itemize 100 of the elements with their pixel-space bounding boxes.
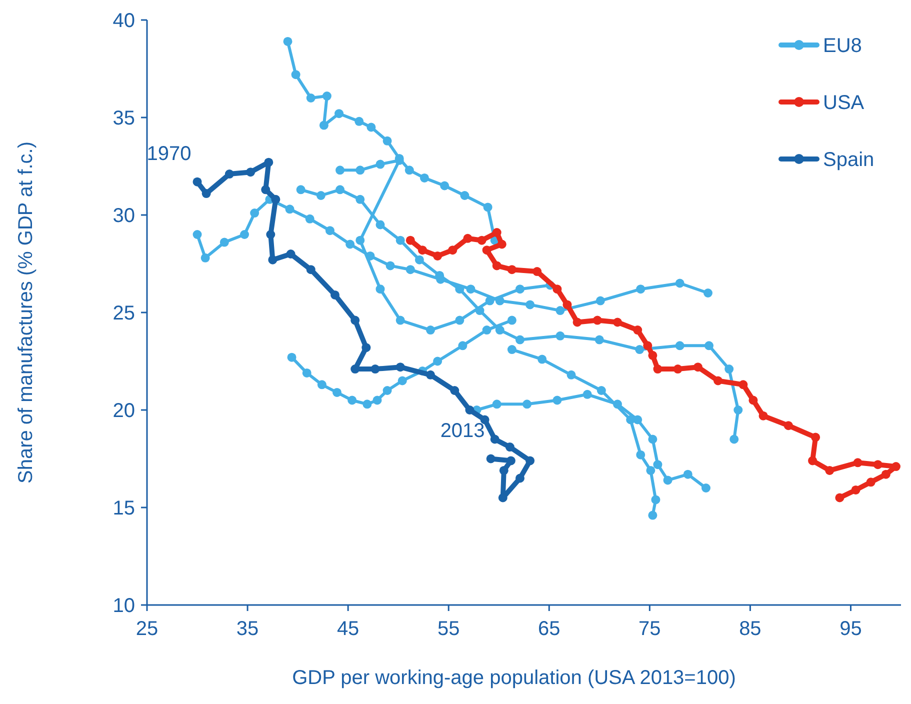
point <box>192 177 202 186</box>
point <box>261 185 270 194</box>
point <box>552 396 562 405</box>
y-tick-label: 40 <box>112 10 135 32</box>
point <box>240 230 250 239</box>
point <box>450 386 460 395</box>
point <box>396 316 405 325</box>
x-tick-label: 75 <box>638 618 661 640</box>
point <box>426 326 436 335</box>
x-tick-label: 35 <box>236 618 259 640</box>
point <box>306 94 316 102</box>
point <box>636 450 646 460</box>
point <box>406 265 415 274</box>
point <box>264 158 274 167</box>
point <box>463 234 472 243</box>
point <box>675 341 684 350</box>
point <box>330 290 340 300</box>
point <box>460 191 470 200</box>
point <box>220 238 229 247</box>
y-tick-label: 10 <box>112 595 135 617</box>
point <box>748 396 758 405</box>
point <box>319 120 328 130</box>
point <box>612 318 622 327</box>
point <box>683 470 692 479</box>
point <box>406 236 415 245</box>
point <box>356 166 365 175</box>
point <box>287 352 296 362</box>
point <box>480 415 490 424</box>
x-tick-label: 65 <box>538 618 560 640</box>
point <box>482 326 492 335</box>
point <box>332 388 342 397</box>
point <box>566 370 576 380</box>
point <box>635 345 644 354</box>
point <box>296 185 306 194</box>
point <box>485 296 494 306</box>
point <box>192 230 202 239</box>
point <box>497 240 506 249</box>
point <box>784 421 793 430</box>
point <box>286 250 296 258</box>
point <box>316 191 326 200</box>
point <box>354 116 364 126</box>
x-tick-label: 45 <box>336 618 360 640</box>
legend-label: USA <box>823 92 865 114</box>
y-tick-label: 20 <box>112 400 135 422</box>
annotation: 1970 <box>146 142 192 165</box>
point <box>758 411 768 420</box>
point <box>853 458 862 468</box>
point <box>738 380 748 390</box>
point <box>398 376 407 386</box>
point <box>808 456 818 466</box>
point <box>646 466 656 475</box>
point <box>526 300 535 310</box>
point <box>420 173 429 182</box>
y-axis-title: Share of manufactures (% GDP at f.c.) <box>15 142 37 484</box>
point <box>356 194 365 204</box>
point <box>522 400 532 409</box>
point <box>556 331 565 340</box>
point <box>465 406 474 414</box>
point <box>350 364 360 374</box>
point <box>507 316 516 325</box>
y-tick-label: 25 <box>112 302 135 324</box>
point <box>376 220 385 230</box>
point <box>701 484 710 492</box>
point <box>386 261 395 270</box>
point <box>653 460 662 470</box>
point <box>507 345 516 354</box>
point <box>663 476 672 485</box>
point <box>498 493 508 502</box>
point <box>396 362 405 372</box>
point <box>734 406 743 414</box>
point <box>643 341 652 350</box>
point <box>271 194 280 204</box>
point <box>594 335 604 344</box>
point <box>486 454 496 464</box>
point <box>285 204 294 214</box>
x-tick-label: 85 <box>739 618 762 640</box>
point <box>268 255 278 264</box>
legend-label: Spain <box>823 149 874 171</box>
point <box>458 341 468 350</box>
point <box>648 350 658 360</box>
point <box>596 386 606 395</box>
point <box>350 316 360 325</box>
point <box>825 466 834 475</box>
point <box>322 92 332 101</box>
point <box>538 354 547 364</box>
x-axis-title: GDP per working-age population (USA 2013=100) <box>292 667 736 689</box>
point <box>492 228 502 238</box>
point <box>362 400 372 409</box>
point <box>492 261 502 270</box>
point <box>404 166 414 175</box>
point <box>426 370 436 380</box>
point <box>704 341 714 350</box>
point <box>515 335 524 344</box>
legend-label: EU8 <box>823 35 862 57</box>
point <box>433 251 442 260</box>
point <box>730 434 739 444</box>
point <box>556 306 565 316</box>
y-tick-label: 35 <box>112 108 135 130</box>
point <box>636 284 646 294</box>
point <box>246 168 256 177</box>
